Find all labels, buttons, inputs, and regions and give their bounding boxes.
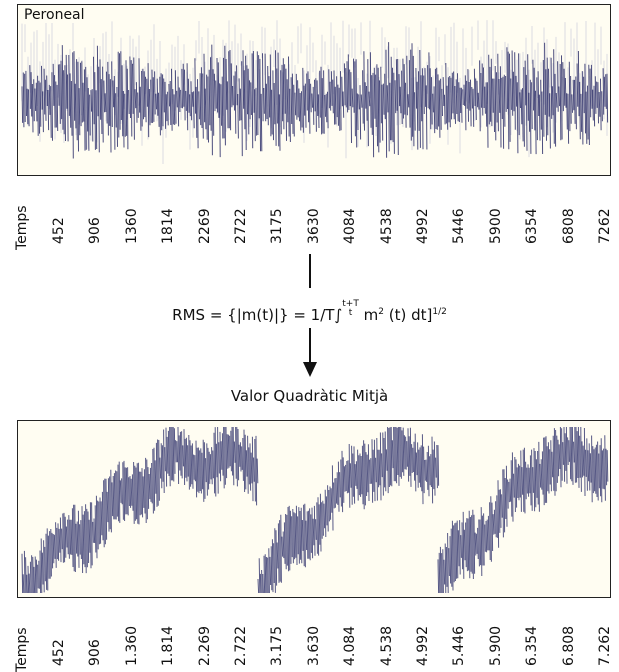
integral-sign: ∫ [334,306,343,324]
tick-label: 3175 [269,208,286,244]
raw-emg-panel: Peroneal [17,4,611,176]
tick-label: 3.630 [305,625,322,666]
rms-formula: RMS = {|m(t)|} = 1/T∫ t+T t m2 (t) dt]1/2 [0,300,619,325]
tick-label: 452 [51,217,67,244]
tick-label: 4.084 [342,625,359,666]
tick-label: 2.722 [233,625,249,666]
tick-label: 7262 [597,208,613,244]
tick-label: 4538 [378,208,395,244]
tick-label: 3630 [305,208,322,244]
tick-label: 1.814 [160,625,177,666]
tick-label: 4992 [415,208,431,244]
tick-label: 2.269 [196,625,213,666]
integral-lower-limit: t [348,308,353,318]
axis-name: Temps [14,205,30,250]
tick-label: 1.360 [123,625,140,666]
tick-label: 906 [87,639,104,666]
tick-label: 906 [87,217,104,244]
tick-label: 6354 [524,208,541,244]
panel-label: Peroneal [22,7,87,23]
tick-label: 4.538 [378,625,395,666]
tick-label: 5900 [487,208,504,244]
rms-caption: Valor Quadràtic Mitjà [230,387,389,405]
down-arrow-icon [303,254,317,377]
tick-label: 7.262 [597,625,613,666]
top-time-axis: Temps 452 906 1360 1814 2269 2722 3175 3630 4084… [0,178,619,250]
tick-label: 2722 [233,208,249,244]
tick-label: 6808 [560,208,577,244]
tick-label: 1360 [123,208,140,244]
rms-emg-signal [21,426,609,594]
integral-upper-limit: t+T [342,299,359,309]
tick-label: 1814 [160,208,177,244]
tick-label: 4.992 [415,625,431,666]
tick-label: 452 [51,639,67,666]
tick-label: 5.446 [451,625,468,666]
formula-rest: (t) dt] [383,306,433,324]
integral-bounds: t+T t [342,300,359,318]
tick-label: 6.354 [524,625,541,666]
square-exponent: 2 [378,307,384,317]
tick-label: 2269 [196,208,213,244]
tick-label: 5.900 [487,625,504,666]
tick-label: 3.175 [269,625,286,666]
formula-integrand: m [358,306,379,324]
root-exponent: 1/2 [432,307,447,317]
tick-label: 5446 [451,208,468,244]
tick-label: 4084 [342,208,359,244]
rms-emg-panel [17,420,611,598]
formula-lhs: RMS = {|m(t)|} = 1/T [172,306,335,324]
tick-label: 6.808 [560,625,577,666]
bottom-time-axis: Temps 452 906 1.360 1.814 2.269 2.722 3.175 3.6… [0,600,619,672]
axis-name: Temps [14,627,30,672]
raw-emg-signal [21,20,609,164]
